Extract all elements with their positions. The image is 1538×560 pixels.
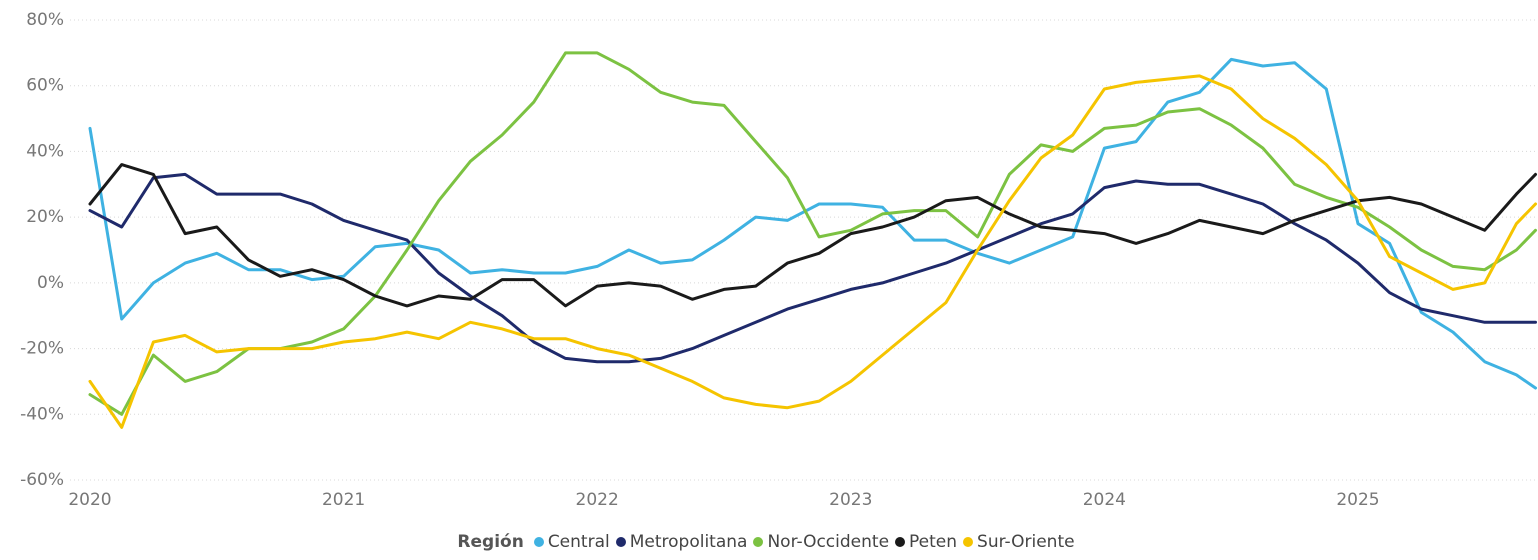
series-line [88,163,1537,308]
x-tick-label: 2024 [1083,490,1126,510]
legend-item[interactable]: Peten [895,532,957,552]
y-tick-label: 60% [26,76,64,96]
legend-label: Sur-Oriente [977,532,1075,552]
y-tick-label: 20% [26,207,64,227]
legend-item[interactable]: Metropolitana [615,532,748,552]
x-tick-label: 2021 [322,490,365,510]
legend-label: Central [547,532,610,552]
series-line [88,51,1537,416]
legend-marker [753,537,764,547]
chart: -60% -40% -20% 0% 20% 40% 60% 80% 2020 2021 2022 20… [20,10,1538,510]
legend-marker [895,537,906,547]
legend-label: Metropolitana [629,532,748,552]
y-tick-label: 0% [37,273,64,293]
legend-marker [963,537,974,547]
y-tick-label: 40% [26,141,64,161]
y-tick-label: -20% [20,339,64,359]
legend-item[interactable]: Nor-Occidente [753,532,889,552]
legend-label: Nor-Occidente [767,532,890,552]
legend-marker [615,537,626,547]
legend: Región Central Metropolitana Nor-Occidente… [0,532,1538,552]
y-tick-label: -40% [20,404,64,424]
x-tick-label: 2022 [576,490,619,510]
x-tick-label: 2023 [829,490,872,510]
legend-item[interactable]: Central [533,532,610,552]
y-tick-label: 80% [26,10,64,30]
x-tick-label: 2025 [1336,490,1379,510]
legend-marker [533,537,544,547]
y-tick-label: -60% [20,470,64,490]
series-line [88,172,1537,364]
legend-title: Región [457,532,524,552]
x-tick-label: 2020 [68,490,111,510]
series-line [88,74,1537,429]
legend-item[interactable]: Sur-Oriente [963,532,1075,552]
legend-label: Peten [909,532,958,552]
